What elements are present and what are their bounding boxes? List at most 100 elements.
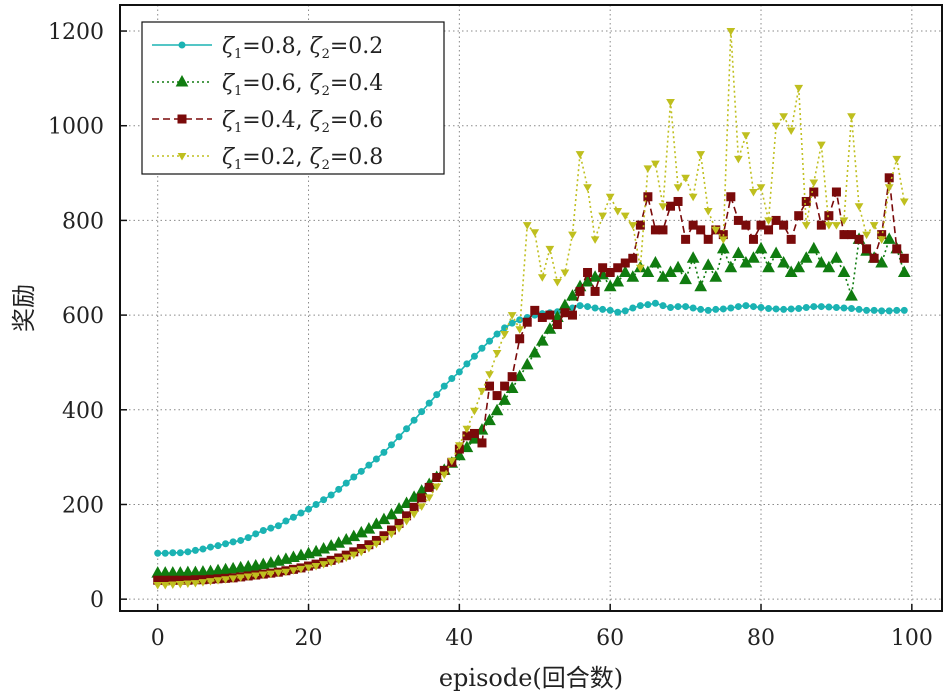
series-3-point	[786, 234, 796, 244]
series-4-point	[726, 28, 736, 36]
series-1-point	[305, 505, 313, 513]
series-1-point	[214, 542, 222, 550]
series-4-line	[157, 30, 906, 586]
series-3-point	[650, 225, 660, 235]
series-4-point	[273, 569, 283, 578]
series-4-point	[590, 236, 600, 244]
series-3-point	[537, 312, 547, 322]
series-1-point	[712, 305, 720, 313]
y-tick-label: 200	[62, 493, 104, 518]
series-2-point	[807, 241, 821, 254]
series-2-point	[732, 246, 745, 259]
series-1-point	[584, 303, 592, 311]
series-1-point	[810, 303, 818, 311]
series-2-point	[626, 270, 640, 282]
series-1-point	[840, 304, 848, 312]
series-2-point	[724, 260, 738, 273]
series-4-point	[409, 510, 419, 519]
series-3-point	[515, 334, 525, 344]
y-tick-label: 1200	[48, 20, 104, 45]
series-4-point	[832, 222, 841, 230]
legend-label-part: ζ	[222, 108, 236, 133]
legend-label-part: 1	[234, 121, 242, 136]
series-4-point	[281, 568, 291, 577]
series-4-point	[899, 198, 909, 206]
legend-marker	[177, 153, 187, 161]
series-4-point	[892, 155, 902, 164]
series-2-point	[513, 369, 527, 382]
x-tick-label: 0	[151, 626, 165, 651]
series-1-point	[682, 303, 690, 311]
series-2-point	[799, 251, 813, 263]
series-4-point	[613, 207, 623, 216]
series-4-point	[477, 387, 487, 396]
series-4-point	[688, 193, 698, 202]
series-3-point	[824, 211, 834, 221]
series-3-point	[756, 220, 766, 230]
series-2-point	[483, 413, 496, 426]
series-3-point	[492, 391, 502, 401]
legend-label-part: 2	[322, 158, 330, 173]
series-3-point	[628, 253, 638, 263]
series-3-point	[552, 320, 562, 330]
series-4-point	[530, 229, 540, 237]
series-1-point	[395, 433, 403, 441]
series-4-point	[718, 236, 728, 244]
series-4-point	[160, 581, 170, 590]
series-1-point	[433, 391, 441, 399]
series-4-point	[681, 174, 690, 183]
series-2-point	[407, 490, 421, 502]
plot-frame	[119, 4, 943, 612]
series-1-point	[350, 473, 358, 481]
series-layer	[151, 28, 911, 590]
series-1-point	[802, 304, 810, 312]
series-1	[154, 299, 908, 557]
series-1-point	[297, 509, 305, 517]
series-2-point	[875, 255, 889, 268]
series-4-point	[485, 371, 494, 379]
series-1-point	[267, 524, 275, 532]
series-3-point	[779, 220, 789, 230]
series-4-point	[749, 189, 758, 197]
series-3-point	[741, 220, 751, 230]
series-4-point	[786, 127, 796, 135]
series-1-point	[161, 549, 169, 557]
series-2-point	[694, 279, 708, 292]
series-1-point	[855, 305, 863, 313]
series-1-point	[463, 360, 471, 368]
series-4-point	[854, 203, 864, 211]
series-2-point	[814, 255, 828, 268]
series-2	[151, 232, 911, 578]
series-4-point	[635, 264, 645, 273]
series-4-point	[598, 212, 608, 221]
series-4-point	[213, 577, 223, 585]
series-2-point	[649, 255, 662, 268]
series-1-point	[169, 549, 177, 557]
series-4-point	[447, 457, 457, 466]
legend-label-part: ζ	[310, 108, 324, 133]
legend-label-part: 2	[322, 121, 330, 136]
series-1-point	[629, 304, 637, 312]
series-3-point	[726, 192, 736, 202]
series-4-point	[711, 226, 721, 235]
series-4-point	[583, 184, 592, 192]
series-4-point	[304, 564, 313, 572]
series-4-point	[537, 274, 547, 282]
series-1-point	[599, 305, 607, 313]
series-4-point	[424, 494, 434, 502]
series-4-point	[432, 483, 442, 491]
series-4-point	[251, 572, 261, 580]
legend-label-part: =0.6,	[242, 71, 309, 96]
series-4-point	[771, 122, 781, 131]
series-2-point	[679, 272, 692, 285]
series-3-point	[613, 263, 623, 273]
series-1-point	[621, 307, 629, 315]
series-4-point	[191, 580, 200, 588]
series-1-point	[191, 546, 199, 554]
series-1-point	[674, 303, 682, 311]
series-2-point	[528, 345, 542, 358]
series-4-point	[349, 551, 359, 560]
x-axis-label: episode(回合数)	[439, 664, 623, 692]
